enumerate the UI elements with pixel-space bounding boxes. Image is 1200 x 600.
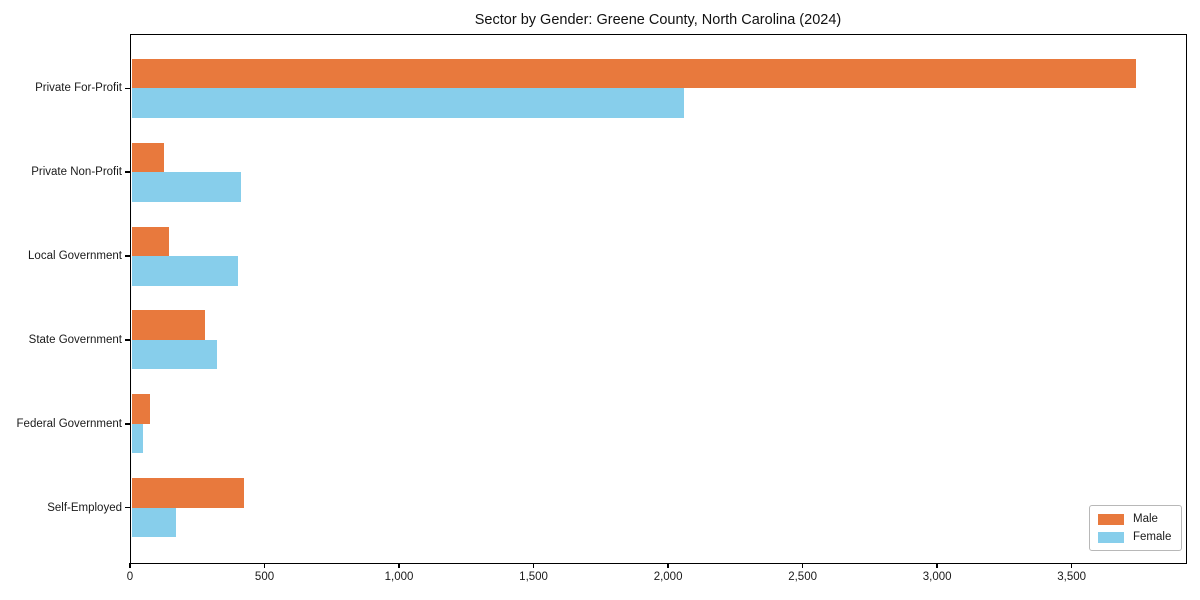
- xtick-label-2000: 2,000: [653, 571, 683, 583]
- xtick-mark-1500: [532, 563, 535, 568]
- bar-female-private-non-profit: [131, 172, 241, 202]
- ytick-mark-self-employed: [125, 506, 130, 509]
- xtick-label-1000: 1,000: [384, 571, 414, 583]
- legend-box: Male Female: [1089, 505, 1183, 551]
- ytick-label-private-non-profit: Private Non-Profit: [31, 166, 122, 179]
- bar-male-self-employed: [131, 478, 244, 508]
- xtick-mark-0: [129, 563, 131, 568]
- ytick-label-federal-government: Federal Government: [16, 417, 122, 430]
- legend-swatch-female-icon: [1098, 531, 1124, 543]
- bar-male-private-non-profit: [131, 142, 165, 173]
- ytick-label-self-employed: Self-Employed: [47, 501, 122, 514]
- xtick-mark-3000: [936, 563, 938, 568]
- xtick-mark-2500: [801, 563, 804, 568]
- legend-entry-male: Male: [1098, 513, 1171, 525]
- ytick-mark-federal-government: [125, 423, 130, 425]
- ytick-mark-private-for-profit: [125, 87, 130, 90]
- chart-title: Sector by Gender: Greene County, North C…: [474, 12, 842, 28]
- ytick-label-state-government: State Government: [28, 333, 122, 346]
- bar-male-federal-government: [131, 394, 150, 424]
- bar-male-local-government: [131, 226, 169, 257]
- xtick-label-0: 0: [126, 571, 134, 583]
- xtick-mark-3500: [1070, 563, 1073, 568]
- legend-swatch-male-icon: [1098, 513, 1124, 525]
- bar-female-state-government: [131, 339, 217, 370]
- legend-entry-female: Female: [1098, 531, 1171, 543]
- bar-male-state-government: [131, 310, 206, 340]
- xtick-label-3500: 3,500: [1057, 571, 1087, 583]
- bar-male-private-for-profit: [131, 58, 1137, 89]
- ytick-mark-private-non-profit: [125, 171, 130, 173]
- bar-female-federal-government: [131, 423, 143, 454]
- xtick-label-2500: 2,500: [788, 571, 817, 583]
- legend-label-male: Male: [1133, 513, 1158, 525]
- ytick-label-local-government: Local Government: [28, 250, 122, 263]
- ytick-mark-local-government: [125, 255, 130, 257]
- ytick-label-private-for-profit: Private For-Profit: [35, 82, 122, 95]
- ytick-mark-state-government: [125, 339, 130, 341]
- plot-area: [130, 34, 1187, 564]
- xtick-mark-1000: [398, 563, 400, 568]
- xtick-label-3000: 3,000: [922, 571, 952, 583]
- legend-label-female: Female: [1133, 531, 1172, 543]
- xtick-label-500: 500: [254, 571, 275, 583]
- xtick-label-1500: 1,500: [519, 571, 548, 583]
- xtick-mark-2000: [667, 563, 669, 568]
- xtick-mark-500: [263, 563, 266, 568]
- bar-female-self-employed: [131, 507, 176, 538]
- bar-female-local-government: [131, 256, 239, 286]
- bar-female-private-for-profit: [131, 88, 685, 118]
